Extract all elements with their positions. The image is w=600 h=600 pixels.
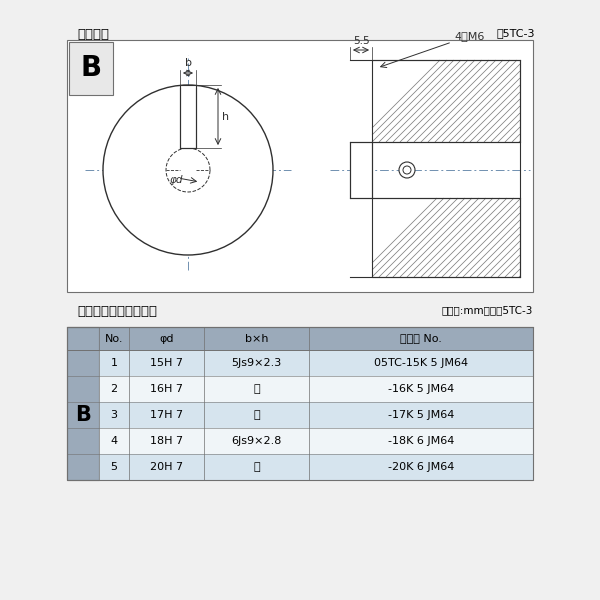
Text: 6Js9×2.8: 6Js9×2.8 (232, 436, 281, 446)
Text: 20H 7: 20H 7 (150, 462, 183, 472)
Circle shape (103, 85, 273, 255)
Bar (99, 376, 533, 402)
Bar (67, 327, 99, 480)
Text: B: B (80, 55, 101, 82)
Text: -18K 6 JM64: -18K 6 JM64 (388, 436, 454, 446)
Text: 5: 5 (110, 462, 118, 472)
Text: 16H 7: 16H 7 (150, 384, 183, 394)
Text: 軸穴形状: 軸穴形状 (77, 28, 109, 41)
Text: 5.5: 5.5 (353, 36, 370, 46)
Text: 05TC-15K 5 JM64: 05TC-15K 5 JM64 (374, 358, 468, 368)
Text: 15H 7: 15H 7 (150, 358, 183, 368)
Text: -17K 5 JM64: -17K 5 JM64 (388, 410, 454, 420)
Text: 4: 4 (110, 436, 118, 446)
Text: 18H 7: 18H 7 (150, 436, 183, 446)
Bar (99, 428, 533, 454)
Bar (99, 402, 533, 428)
Text: -16K 5 JM64: -16K 5 JM64 (388, 384, 454, 394)
Bar (67, 327, 533, 480)
Text: -20K 6 JM64: -20K 6 JM64 (388, 462, 454, 472)
Text: （単位:mm）　表5TC-3: （単位:mm） 表5TC-3 (442, 305, 533, 315)
Text: 〃: 〃 (253, 384, 260, 394)
Circle shape (399, 162, 415, 178)
Text: 図5TC-3: 図5TC-3 (497, 28, 535, 38)
Text: 17H 7: 17H 7 (150, 410, 183, 420)
Bar (99, 454, 533, 480)
Bar (67, 40, 533, 292)
Text: 〃: 〃 (253, 410, 260, 420)
Text: φd: φd (159, 334, 174, 343)
Text: 4－M6: 4－M6 (454, 31, 484, 41)
Bar (372, 60, 520, 142)
Text: b×h: b×h (245, 334, 268, 343)
Text: 5Js9×2.3: 5Js9×2.3 (232, 358, 281, 368)
Bar (99, 350, 533, 376)
Text: h: h (222, 112, 229, 121)
Text: B: B (75, 405, 91, 425)
Bar (69, 42, 113, 95)
Bar (99, 327, 533, 350)
Bar (372, 198, 520, 277)
Bar (180, 85, 196, 148)
Text: 軸穴形状コード一覧表: 軸穴形状コード一覧表 (77, 305, 157, 318)
Text: b: b (185, 58, 191, 68)
Text: 〃: 〃 (253, 462, 260, 472)
Bar (350, 142, 372, 198)
Circle shape (403, 166, 411, 174)
Text: 1: 1 (110, 358, 118, 368)
Text: No.: No. (105, 334, 123, 343)
Text: コード No.: コード No. (400, 334, 442, 343)
Text: 2: 2 (110, 384, 118, 394)
Text: φd: φd (170, 175, 184, 185)
Text: 3: 3 (110, 410, 118, 420)
